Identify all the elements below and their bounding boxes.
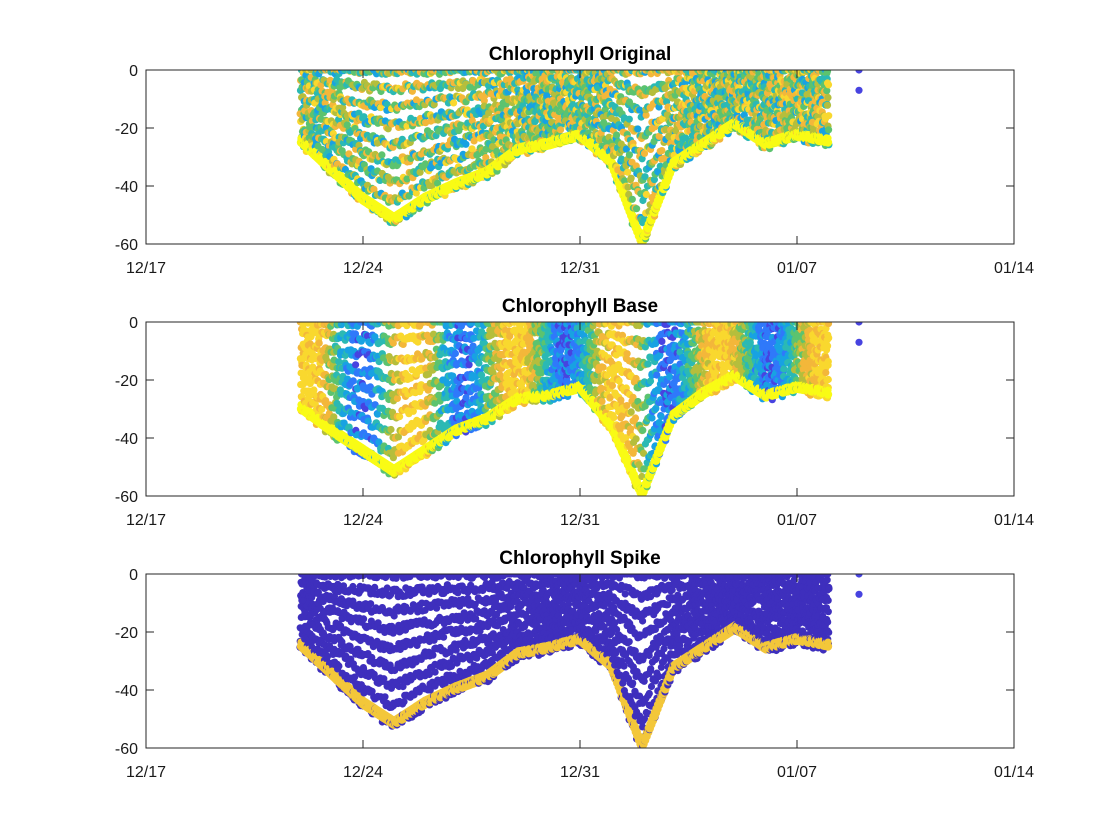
subplot-original: Chlorophyll Original 0 -20 -40 -60 12/17… [115, 44, 1034, 277]
data-point [625, 151, 634, 159]
data-point [658, 147, 666, 155]
data-point [470, 137, 478, 145]
data-point [412, 189, 420, 197]
data-point [416, 168, 424, 176]
chart-title: Chlorophyll Original [489, 44, 672, 65]
data-point [824, 93, 832, 102]
data-point [355, 109, 363, 117]
isolated-point [855, 86, 863, 94]
data-point [468, 145, 476, 153]
data-point [624, 168, 632, 176]
data-point [315, 339, 323, 347]
data-point [824, 134, 832, 142]
y-tick-label: 0 [129, 63, 138, 80]
data-point [628, 195, 636, 203]
data-point [462, 140, 470, 148]
y-tick-label: -20 [115, 121, 138, 138]
data-layer [296, 70, 863, 244]
data-point [634, 125, 642, 133]
x-tick-label: 12/31 [560, 260, 600, 277]
data-point [451, 349, 459, 358]
data-point [339, 103, 347, 112]
data-point [377, 103, 385, 112]
x-tick-label: 12/17 [126, 260, 166, 277]
data-point [393, 394, 401, 402]
data-point [825, 112, 833, 120]
data-point [321, 99, 329, 107]
data-point [482, 154, 490, 162]
data-point [450, 99, 458, 107]
data-point [625, 115, 633, 123]
data-point [613, 131, 621, 139]
data-point [398, 135, 406, 143]
x-tick-label: 01/07 [777, 260, 817, 277]
data-point [627, 174, 635, 182]
data-point [557, 126, 565, 134]
x-tick-label: 01/14 [994, 260, 1034, 277]
data-point [387, 425, 395, 434]
data-point [352, 361, 360, 369]
data-point [421, 160, 429, 168]
data-point [434, 179, 442, 187]
x-tick-label: 12/24 [343, 260, 383, 277]
data-point [480, 97, 488, 105]
data-point [349, 377, 357, 385]
data-point [396, 413, 404, 421]
data-point [403, 175, 411, 183]
data-point [468, 117, 476, 125]
data-point [378, 151, 386, 159]
data-point [633, 205, 641, 213]
data-point [823, 70, 832, 75]
data-point [823, 101, 832, 109]
data-point [824, 81, 833, 89]
y-tick-label: -60 [115, 237, 138, 254]
y-tick-label: -40 [115, 179, 138, 196]
data-point [360, 113, 368, 121]
data-point [370, 185, 378, 193]
subplot-base: Chlorophyll Base 0 -20 -40 -60 12/17 12/… [115, 296, 1034, 529]
data-point [825, 126, 833, 134]
data-point [343, 121, 351, 129]
